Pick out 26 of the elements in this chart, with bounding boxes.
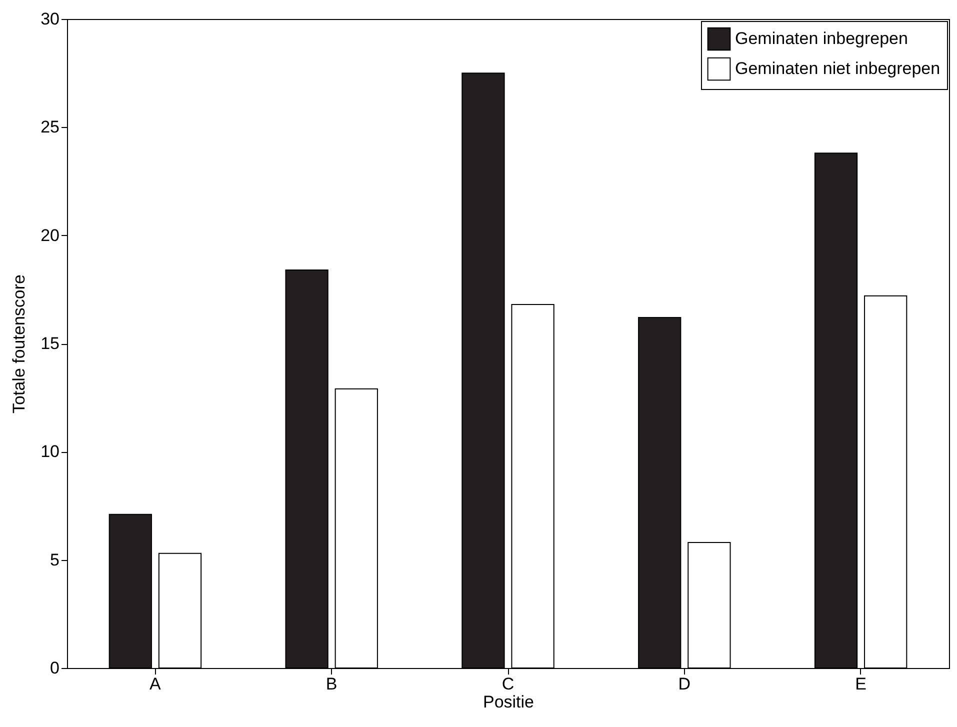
y-tick-label: 10: [40, 442, 60, 462]
bar: [462, 72, 505, 668]
bar: [814, 152, 858, 668]
y-tick-label: 15: [40, 334, 60, 353]
bar: [688, 542, 731, 668]
y-axis-title: Totale foutenscore: [10, 274, 29, 414]
bar: [864, 295, 908, 668]
y-tick-label: 5: [50, 550, 60, 570]
bar: [334, 388, 378, 668]
x-tick-label: E: [855, 674, 866, 694]
legend-label: Geminaten niet inbegrepen: [735, 59, 940, 78]
bar: [108, 514, 152, 668]
x-tick-label: A: [150, 674, 162, 694]
bar: [158, 552, 202, 668]
x-tick-label: D: [678, 674, 691, 694]
x-tick-label: C: [502, 674, 514, 694]
y-tick-label: 20: [40, 226, 60, 245]
bar: [638, 317, 682, 668]
bar: [511, 304, 554, 668]
y-tick-label: 0: [50, 658, 60, 678]
legend-label: Geminaten inbegrepen: [735, 29, 908, 48]
x-axis-title: Positie: [482, 692, 534, 712]
y-tick-label: 30: [40, 10, 60, 28]
bar: [285, 269, 328, 668]
y-tick-label: 25: [40, 118, 60, 137]
x-tick-label: B: [326, 674, 338, 694]
